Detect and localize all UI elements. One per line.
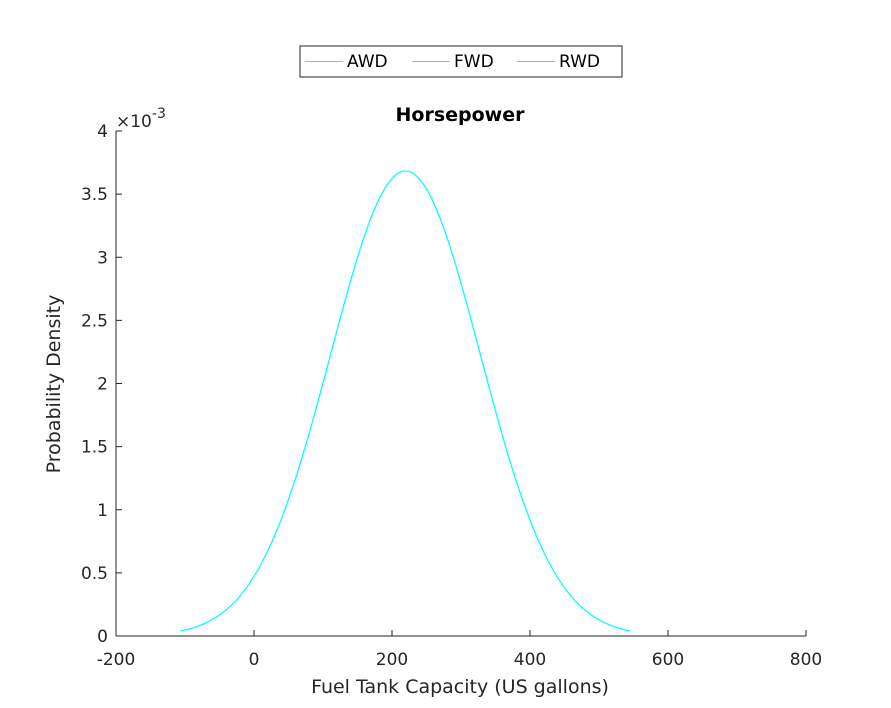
y-tick-label: 1 xyxy=(97,501,108,521)
series-line-rwd xyxy=(180,170,631,632)
x-tick-label: 600 xyxy=(652,650,684,670)
series-layer xyxy=(180,170,631,632)
x-tick-label: 0 xyxy=(249,650,260,670)
x-tick-label: 200 xyxy=(376,650,408,670)
series-line-fwd xyxy=(180,170,631,632)
y-axis-exponent-power: -3 xyxy=(152,106,166,122)
y-tick-label: 2.5 xyxy=(81,311,108,331)
y-tick-label: 1.5 xyxy=(81,438,108,458)
y-tick-label: 0 xyxy=(97,627,108,647)
legend-item-fwd[interactable]: FWD xyxy=(412,52,494,72)
x-tick-label: 400 xyxy=(514,650,546,670)
x-tick-label: 800 xyxy=(790,650,822,670)
legend-item-rwd[interactable]: RWD xyxy=(517,52,600,72)
y-axis-title: Probability Density xyxy=(43,295,65,474)
legend-label: AWD xyxy=(347,52,388,72)
legend-label: RWD xyxy=(559,52,600,72)
x-axis-title: Fuel Tank Capacity (US gallons) xyxy=(311,676,609,698)
y-tick-label: 0.5 xyxy=(81,564,108,584)
x-tick-label: -200 xyxy=(97,650,136,670)
legend-box xyxy=(299,45,623,78)
legend-item-awd[interactable]: AWD xyxy=(305,52,388,72)
y-tick-label: 4 xyxy=(97,122,108,142)
y-tick-label: 3 xyxy=(97,248,108,268)
axes: -200 0 200 400 600 800 0 0.5 1 1.5 2 2.5 3 3.5 4 xyxy=(81,122,822,670)
y-axis-exponent: ×10-3 xyxy=(116,106,166,132)
y-axis-exponent-base: ×10 xyxy=(116,112,152,132)
legend-label: FWD xyxy=(454,52,494,72)
series-line-awd xyxy=(180,170,631,632)
legend[interactable]: AWD FWD RWD xyxy=(299,45,623,78)
y-tick-label: 3.5 xyxy=(81,185,108,205)
y-tick-label: 2 xyxy=(97,375,108,395)
chart-title: Horsepower xyxy=(396,104,526,126)
